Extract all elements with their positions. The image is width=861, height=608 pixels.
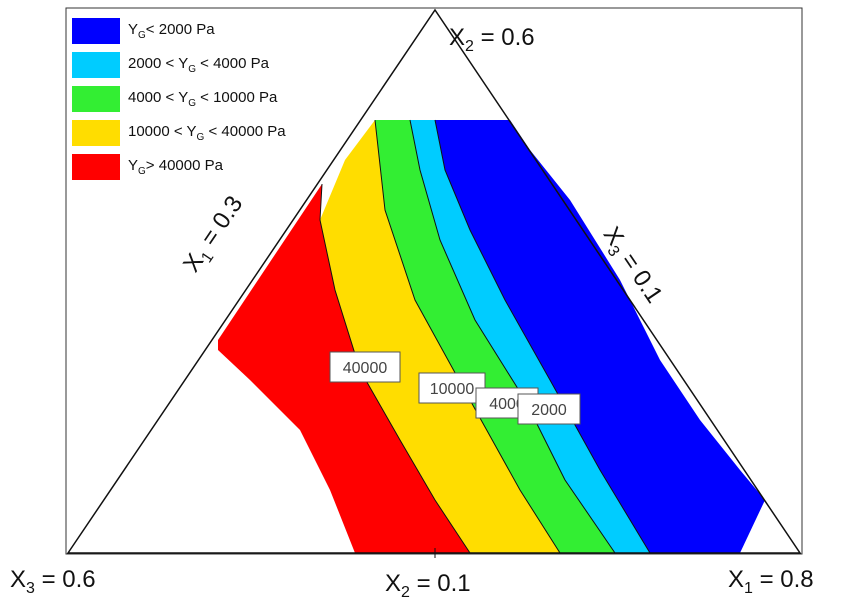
legend-swatch — [72, 18, 120, 44]
legend-swatch — [72, 154, 120, 180]
svg-text:10000: 10000 — [430, 381, 475, 398]
legend-label: YG< 2000 Pa — [128, 21, 215, 41]
label-top-vertex: X2 = 0.6 — [449, 24, 535, 55]
legend-item: 4000 < YG < 10000 Pa — [72, 82, 372, 116]
band-green — [375, 120, 615, 553]
contour-label-10000: 10000 — [418, 372, 486, 404]
band-cyan — [410, 120, 650, 553]
svg-text:40000: 40000 — [343, 360, 388, 377]
label-bottom-mid: X2 = 0.1 — [385, 570, 471, 601]
label-bottom-left: X3 = 0.6 — [10, 566, 96, 597]
contour-line-10000 — [374, 119, 561, 554]
ternary-triangle — [66, 8, 802, 554]
svg-text:2000: 2000 — [531, 402, 567, 419]
legend-item: YG> 40000 Pa — [72, 150, 372, 184]
label-bottom-right: X1 = 0.8 — [728, 566, 814, 597]
legend-label: 2000 < YG < 4000 Pa — [128, 55, 269, 75]
contour-label-40000: 40000 — [329, 351, 401, 383]
legend-item: 2000 < YG < 4000 Pa — [72, 48, 372, 82]
contour-line-4000 — [409, 119, 616, 554]
legend-label: YG> 40000 Pa — [128, 157, 223, 177]
contour-label-2000: 2000 — [517, 393, 581, 425]
plot-frame — [65, 7, 803, 555]
band-yellow — [320, 120, 560, 553]
legend-swatch — [72, 120, 120, 146]
legend-swatch — [72, 52, 120, 78]
legend-label: 10000 < YG < 40000 Pa — [128, 123, 286, 143]
legend-label: 4000 < YG < 10000 Pa — [128, 89, 278, 109]
svg-text:4000: 4000 — [489, 396, 525, 413]
legend-item: 10000 < YG < 40000 Pa — [72, 116, 372, 150]
band-blue — [435, 120, 765, 553]
contour-bands — [218, 120, 765, 553]
legend-item: YG< 2000 Pa — [72, 14, 372, 48]
contour-labels: 40000 10000 4000 2000 — [329, 351, 581, 425]
legend: YG< 2000 Pa 2000 < YG < 4000 Pa 4000 < YG … — [72, 14, 372, 184]
contour-line-2000 — [434, 119, 651, 554]
legend-swatch — [72, 86, 120, 112]
